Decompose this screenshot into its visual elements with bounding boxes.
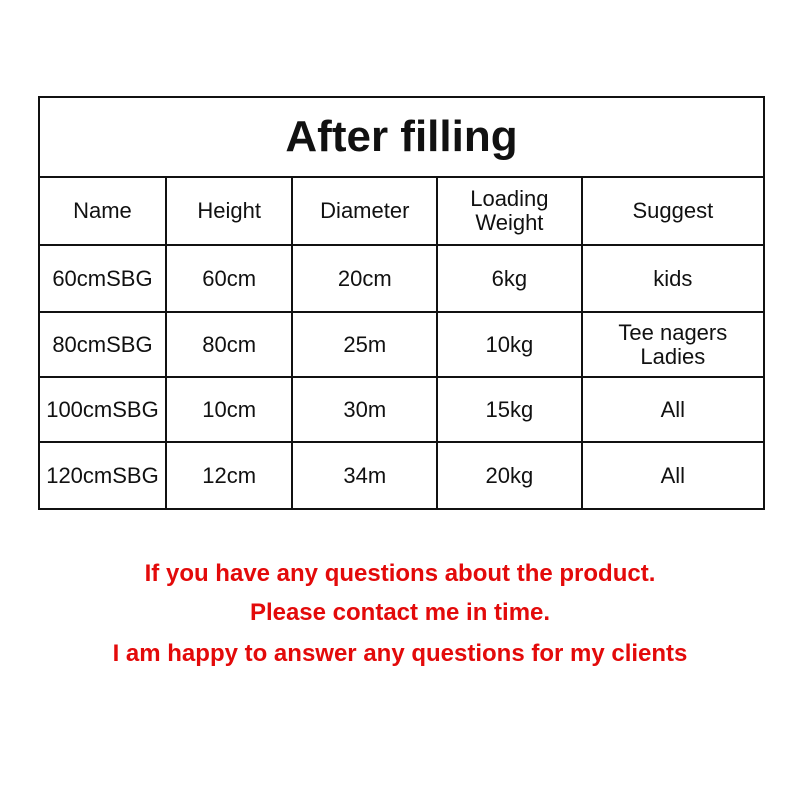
header-cell: Name — [38, 176, 167, 246]
cell: 80cm — [164, 311, 294, 378]
header-cell: Height — [164, 176, 294, 246]
table-row: 120cmSBG 12cm 34m 20kg All — [38, 441, 766, 510]
cell: 6kg — [436, 244, 583, 313]
table-title: After filling — [38, 96, 765, 178]
header-cell: Loading Weight — [436, 176, 583, 246]
table-row: 100cmSBG 10cm 30m 15kg All — [38, 376, 766, 443]
cell: 60cm — [164, 244, 294, 313]
cell: 34m — [291, 441, 439, 510]
cell: kids — [580, 244, 766, 313]
cell: 120cmSBG — [38, 441, 167, 510]
cell: 80cmSBG — [38, 311, 167, 378]
cell: 20kg — [436, 441, 583, 510]
header-cell: Suggest — [580, 176, 766, 246]
cell: 30m — [291, 376, 439, 443]
table-row: 60cmSBG 60cm 20cm 6kg kids — [38, 244, 766, 313]
cell: 10cm — [164, 376, 294, 443]
cell: 60cmSBG — [38, 244, 167, 313]
cell: All — [580, 441, 766, 510]
cell: 25m — [291, 311, 439, 378]
message-line: If you have any questions about the prod… — [144, 560, 656, 587]
header-cell: Diameter — [291, 176, 439, 246]
cell: 12cm — [164, 441, 294, 510]
header-row: Name Height Diameter Loading Weight Sugg… — [38, 176, 766, 246]
cell: 20cm — [291, 244, 439, 313]
cell: Tee nagers Ladies — [580, 311, 766, 378]
message-line: I am happy to answer any questions for m… — [112, 640, 688, 667]
cell: 10kg — [436, 311, 583, 378]
table-row: 80cmSBG 80cm 25m 10kg Tee nagers Ladies — [38, 311, 766, 378]
cell: 15kg — [436, 376, 583, 443]
cell: All — [580, 376, 766, 443]
size-table: After filling Name Height Diameter Loadi… — [38, 96, 766, 510]
message-line: Please contact me in time. — [249, 599, 551, 626]
cell: 100cmSBG — [38, 376, 167, 443]
